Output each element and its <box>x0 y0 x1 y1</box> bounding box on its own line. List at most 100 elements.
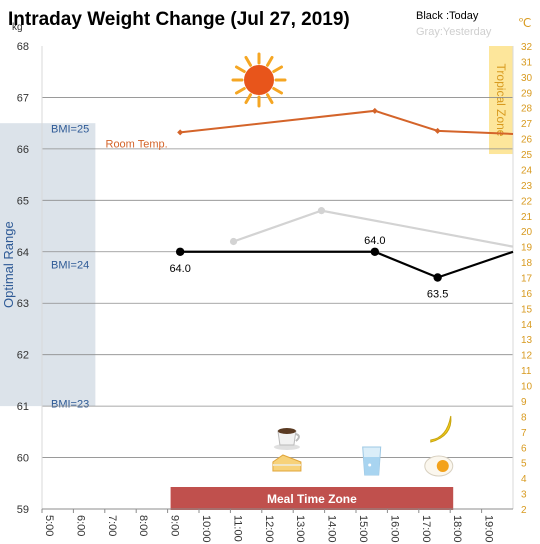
right-tick-label: 14 <box>521 320 533 331</box>
left-axis-unit: kg <box>12 22 23 33</box>
legend-today: Black :Today <box>416 10 479 22</box>
sun-ray <box>234 87 246 95</box>
right-tick-label: 19 <box>521 243 533 254</box>
data-label: 64.0 <box>364 235 385 247</box>
x-tick-label: 17:00 <box>420 515 432 543</box>
right-tick-label: 18 <box>521 258 533 269</box>
left-tick-label: 65 <box>17 195 29 207</box>
x-tick-label: 7:00 <box>106 515 118 536</box>
today-line <box>180 250 514 279</box>
egg-yolk <box>436 460 449 472</box>
x-tick-label: 19:00 <box>483 515 495 543</box>
right-tick-label: 26 <box>521 135 533 146</box>
right-axis-unit: ℃ <box>518 16 531 30</box>
left-tick-label: 66 <box>17 144 29 156</box>
today-point <box>370 247 380 256</box>
gray-yesterday-point <box>229 237 238 246</box>
room-temp-line <box>180 109 514 135</box>
right-tick-label: 25 <box>521 150 533 161</box>
left-tick-label: 67 <box>17 92 29 104</box>
right-tick-label: 5 <box>521 459 527 470</box>
sun-ray <box>244 93 252 105</box>
tropical-zone-band <box>489 46 513 155</box>
right-tick-label: 11 <box>521 366 532 377</box>
sun-ray <box>244 55 252 67</box>
banana <box>430 415 452 443</box>
coffee <box>277 428 296 434</box>
bmi-label: BMI=25 <box>51 123 89 135</box>
water <box>363 457 380 475</box>
room-temp-point <box>434 127 441 134</box>
bubble <box>368 463 372 467</box>
bands-layer: Optimal Range Tropical Zone Meal Time Zone… <box>0 46 513 510</box>
left-tick-label: 62 <box>17 350 29 362</box>
water-glass-icon <box>362 446 382 476</box>
chart-title: Intraday Weight Change (Jul 27, 2019) <box>8 9 350 30</box>
right-tick-label: 12 <box>521 351 533 362</box>
room-temp-point <box>371 107 378 114</box>
right-tick-label: 32 <box>521 42 533 53</box>
bmi-label: BMI=23 <box>51 399 89 411</box>
right-tick-label: 7 <box>521 428 527 439</box>
right-tick-label: 9 <box>521 397 527 408</box>
sun-icon <box>231 52 287 108</box>
right-tick-label: 17 <box>521 274 533 285</box>
right-tick-label: 4 <box>521 474 527 485</box>
axes-layer: 59606162636465666768kg234567891011121314… <box>12 16 533 543</box>
right-tick-label: 31 <box>521 57 533 68</box>
x-tick-label: 10:00 <box>200 515 212 543</box>
left-tick-label: 59 <box>17 504 29 516</box>
cup-handle <box>295 433 300 442</box>
right-tick-label: 2 <box>521 505 527 516</box>
left-tick-label: 64 <box>17 247 29 259</box>
room-temp-point <box>177 129 184 136</box>
grid-layer <box>42 97 513 458</box>
x-tick-label: 6:00 <box>74 515 86 536</box>
x-tick-label: 13:00 <box>294 515 306 543</box>
left-tick-label: 68 <box>17 41 29 53</box>
gray-yesterday-point <box>317 207 326 215</box>
meal-time-zone <box>170 487 454 510</box>
x-tick-label: 12:00 <box>263 515 275 543</box>
right-tick-label: 24 <box>521 165 533 176</box>
left-tick-label: 63 <box>17 298 29 310</box>
x-tick-label: 11:00 <box>231 515 243 542</box>
today-point <box>175 247 185 256</box>
x-tick-label: 18:00 <box>451 515 463 543</box>
right-tick-label: 16 <box>521 289 533 300</box>
right-tick-label: 20 <box>521 227 533 238</box>
right-tick-label: 10 <box>521 382 533 393</box>
sun-ray <box>234 65 246 73</box>
x-tick-label: 8:00 <box>137 515 149 536</box>
room-temp-label: Room Temp. <box>106 139 168 151</box>
right-tick-label: 22 <box>521 196 533 207</box>
x-tick-label: 15:00 <box>357 515 369 543</box>
sun-ray <box>266 55 274 67</box>
x-tick-label: 5:00 <box>43 515 55 536</box>
right-tick-label: 21 <box>521 212 533 223</box>
right-tick-label: 8 <box>521 412 527 423</box>
meal-time-zone-label: Meal Time Zone <box>267 492 357 506</box>
coffee-icon <box>273 428 300 450</box>
sun-ray <box>266 93 274 105</box>
today-point <box>433 273 442 282</box>
icons-layer <box>231 52 454 477</box>
bmi-label: BMI=24 <box>51 260 89 272</box>
x-tick-label: 16:00 <box>388 515 400 543</box>
right-tick-label: 27 <box>521 119 533 130</box>
optimal-range-label: Optimal Range <box>1 221 16 308</box>
right-tick-label: 13 <box>521 335 533 346</box>
left-tick-label: 60 <box>17 453 29 465</box>
egg-icon <box>424 455 454 477</box>
cake-icon <box>272 454 302 472</box>
legend-yesterday: Gray:Yesterday <box>416 26 492 38</box>
banana-icon <box>430 415 452 443</box>
right-tick-label: 29 <box>521 88 533 99</box>
right-tick-label: 6 <box>521 443 527 454</box>
data-label: 64.0 <box>169 263 190 275</box>
data-label: 63.5 <box>427 289 448 301</box>
sun-ray <box>272 65 284 73</box>
right-tick-label: 30 <box>521 73 533 84</box>
right-tick-label: 23 <box>521 181 533 192</box>
